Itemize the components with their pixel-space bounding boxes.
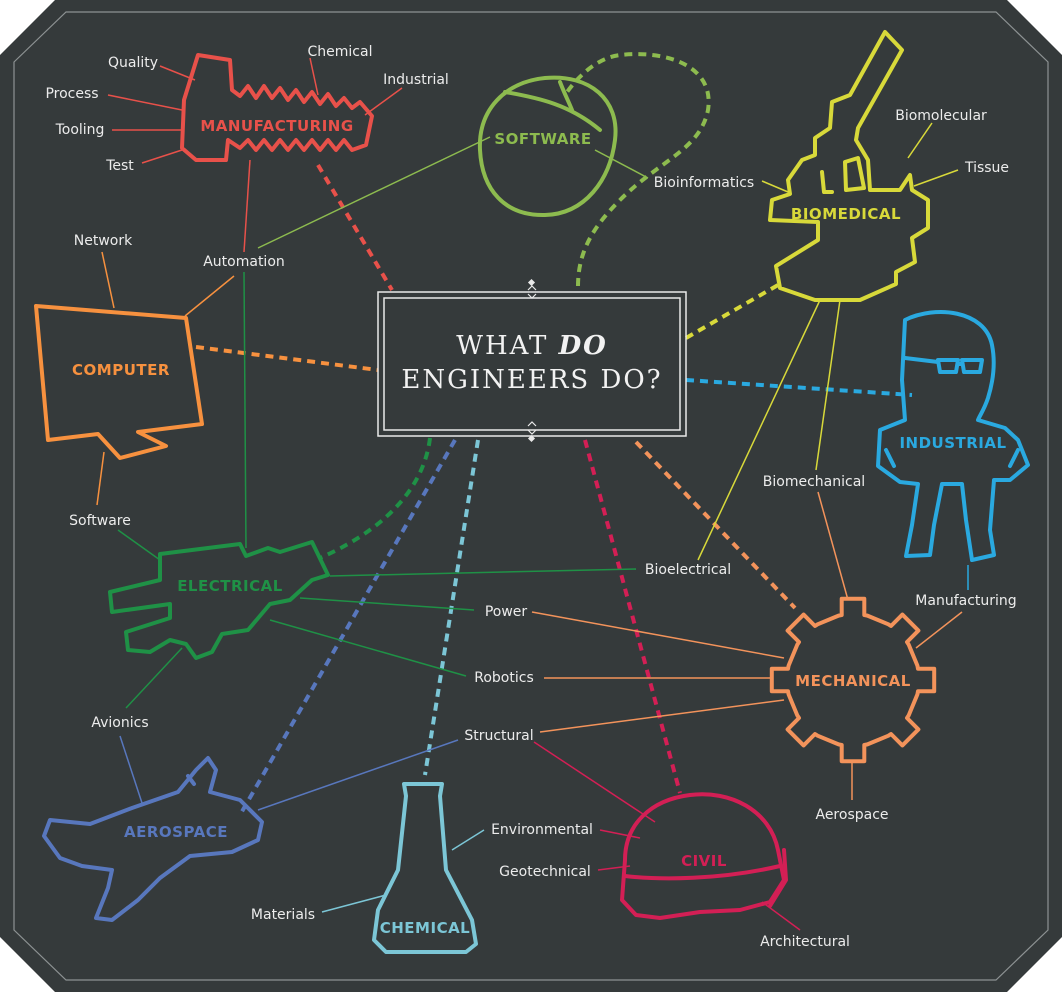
label-robotics: Robotics: [474, 670, 534, 686]
category-biomedical: BIOMEDICAL: [791, 205, 901, 223]
label-aerospace: Aerospace: [815, 807, 888, 823]
avionics-aerospace-line: [119, 735, 143, 804]
category-chemical: CHEMICAL: [380, 919, 471, 937]
label-chemical: Chemical: [308, 44, 373, 60]
structural-aerospace-line: [257, 739, 459, 811]
power-electrical-line: [299, 597, 475, 611]
category-computer: COMPUTER: [72, 361, 170, 379]
electrical-dashed-link: [319, 437, 432, 560]
title-box: WHAT DO ENGINEERS DO?: [377, 278, 687, 443]
computer-dashed-link: [195, 345, 379, 372]
network-line: [101, 251, 115, 309]
manufacturing-mechanical-line: [915, 611, 963, 649]
label-automation: Automation: [203, 254, 285, 270]
environmental-chemical-line: [451, 829, 485, 851]
monitor-icon: [34, 304, 204, 460]
background-frame: [13, 11, 1049, 981]
flask-icon: [372, 782, 478, 954]
label-industrial: Industrial: [383, 72, 449, 88]
civil-dashed-link: [583, 439, 682, 794]
category-mechanical: MECHANICAL: [795, 672, 911, 690]
label-structural: Structural: [464, 728, 533, 744]
materials-chemical-line: [321, 894, 387, 913]
bioelectrical-electrical-line: [329, 568, 637, 577]
label-materials: Materials: [251, 907, 315, 923]
environmental-civil-line: [599, 829, 641, 839]
biomolecular-line: [907, 122, 933, 159]
category-aerospace: AEROSPACE: [124, 823, 228, 841]
biomechanical-mechanical-line: [817, 491, 849, 601]
label-bioinformatics: Bioinformatics: [654, 175, 754, 191]
label-tooling: Tooling: [55, 122, 105, 138]
automation-software-line: [257, 136, 491, 249]
title-line-1: WHAT DO: [456, 331, 608, 361]
gear-icon: [769, 596, 937, 764]
title-emphasis: DO: [558, 331, 608, 361]
bioelectrical-biomedical-line: [697, 299, 821, 561]
label-manufacturing: Manufacturing: [915, 593, 1016, 609]
category-civil: CIVIL: [681, 852, 727, 870]
software-computer-line: [96, 451, 105, 506]
automation-computer-line: [184, 275, 235, 317]
industrial-dashed-link: [685, 378, 913, 397]
tissue-line: [913, 169, 959, 187]
avionics-electrical-line: [125, 647, 183, 709]
person-icon: [876, 310, 1030, 562]
label-geotechnical: Geotechnical: [499, 864, 591, 880]
title-pre: WHAT: [456, 331, 558, 361]
category-software: SOFTWARE: [494, 130, 591, 148]
label-tissue: Tissue: [964, 160, 1009, 176]
hardhat-icon: [620, 792, 788, 920]
microscope-icon: [768, 30, 930, 302]
airplane-icon: [42, 756, 264, 922]
aerospace-dashed-link: [238, 439, 457, 816]
robotics-electrical-line: [269, 619, 467, 677]
biomechanical-biomedical-line: [815, 299, 841, 471]
mouse-icon: [477, 75, 618, 218]
label-quality: Quality: [108, 55, 158, 71]
label-environmental: Environmental: [491, 822, 593, 838]
industrial-line: [364, 87, 403, 116]
automation-electrical-line: [243, 271, 247, 549]
label-avionics: Avionics: [91, 715, 148, 731]
label-software: Software: [69, 513, 131, 529]
software-dashed-link: [563, 52, 711, 287]
category-electrical: ELECTRICAL: [177, 577, 283, 595]
chemical-dashed-link: [423, 439, 480, 776]
test-line: [141, 149, 183, 164]
manufacturing-dashed-link: [316, 163, 394, 292]
label-biomechanical: Biomechanical: [763, 474, 865, 490]
power-mechanical-line: [531, 611, 785, 659]
process-line: [107, 94, 183, 111]
category-manufacturing: MANUFACTURING: [200, 117, 353, 135]
category-industrial: INDUSTRIAL: [899, 434, 1006, 452]
structural-civil-line: [533, 741, 656, 823]
software-electrical-line: [117, 529, 161, 561]
title-line-2: ENGINEERS DO?: [401, 365, 662, 395]
automation-manufacturing-line: [243, 159, 251, 253]
label-bioelectrical: Bioelectrical: [645, 562, 731, 578]
bolt-icon: [180, 53, 374, 162]
structural-mechanical-line: [539, 699, 785, 733]
label-architectural: Architectural: [760, 934, 850, 950]
bioinformatics-biomedical-line: [761, 180, 789, 193]
chemical-line: [309, 57, 319, 96]
label-process: Process: [45, 86, 98, 102]
label-test: Test: [105, 158, 134, 174]
label-biomolecular: Biomolecular: [895, 108, 987, 124]
mechanical-dashed-link: [634, 440, 797, 610]
bioinformatics-software-line: [594, 149, 649, 179]
biomedical-dashed-link: [685, 283, 779, 340]
label-power: Power: [485, 604, 528, 620]
plug-icon: [108, 540, 330, 660]
label-network: Network: [74, 233, 133, 249]
